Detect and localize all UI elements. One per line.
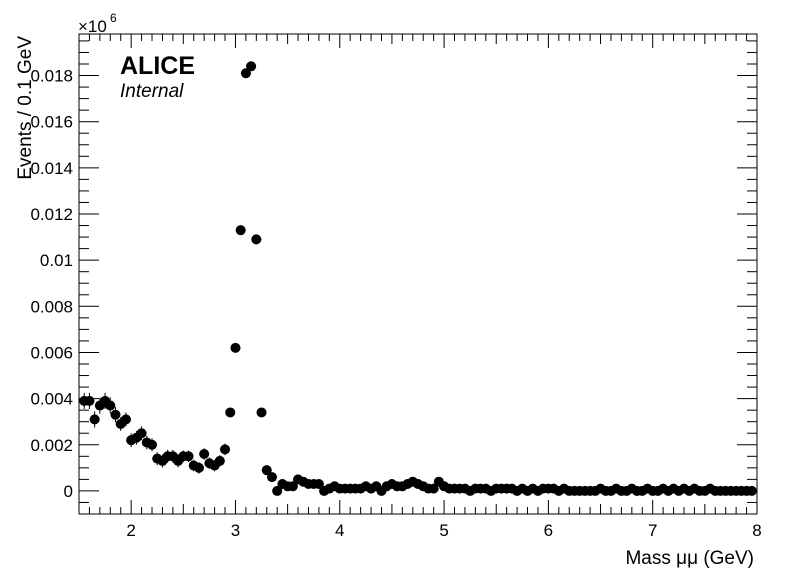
data-point bbox=[105, 400, 116, 411]
x-tick-label: 6 bbox=[544, 521, 553, 540]
data-point bbox=[287, 481, 298, 492]
experiment-label: ALICE bbox=[120, 52, 195, 80]
axis-ticks bbox=[78, 34, 758, 515]
x-tick-label: 8 bbox=[752, 521, 761, 540]
data-point bbox=[246, 61, 257, 72]
tick-labels: 2 3 4 5 6 7 8 0 0.002 0.004 0.006 0.008 0.01 0.012 0.0… bbox=[30, 67, 761, 540]
data-point bbox=[313, 479, 324, 489]
y-tick-label: 0.006 bbox=[30, 343, 73, 362]
data-point bbox=[84, 395, 95, 406]
data-point bbox=[428, 483, 439, 494]
data-point bbox=[225, 407, 236, 418]
data-point bbox=[235, 225, 246, 236]
data-point bbox=[89, 414, 100, 425]
plot-frame bbox=[78, 33, 758, 515]
data-point bbox=[183, 451, 194, 462]
data-points bbox=[79, 61, 757, 496]
data-point bbox=[261, 465, 272, 476]
x-axis-title: Mass μμ (GeV) bbox=[625, 548, 754, 569]
data-point bbox=[266, 472, 277, 483]
y-tick-label: 0.008 bbox=[30, 297, 73, 316]
data-point bbox=[240, 68, 251, 79]
y-tick-label: 0.014 bbox=[30, 159, 73, 178]
x-tick-label: 7 bbox=[648, 521, 657, 540]
data-point bbox=[110, 409, 121, 420]
y-tick-label: 0.012 bbox=[30, 205, 73, 224]
data-point bbox=[193, 462, 204, 473]
data-point bbox=[272, 485, 283, 496]
y-multiplier-exponent: 6 bbox=[110, 11, 117, 25]
data-point bbox=[214, 455, 225, 466]
y-tick-label: 0 bbox=[64, 482, 73, 501]
data-point bbox=[251, 234, 262, 245]
plot-border bbox=[78, 33, 758, 515]
y-tick-label: 0.018 bbox=[30, 67, 73, 86]
y-tick-label: 0.002 bbox=[30, 436, 73, 455]
y-tick-label: 0.01 bbox=[40, 251, 73, 270]
x-tick-label: 4 bbox=[335, 521, 344, 540]
data-point bbox=[230, 342, 241, 353]
x-tick-label: 5 bbox=[439, 521, 448, 540]
x-tick-label: 3 bbox=[231, 521, 240, 540]
data-point bbox=[136, 428, 147, 439]
y-axis-title: Events / 0.1 GeV bbox=[15, 36, 36, 180]
data-point bbox=[220, 444, 231, 455]
data-point bbox=[746, 485, 757, 496]
y-multiplier-base: ×10 bbox=[78, 17, 107, 36]
data-point bbox=[120, 414, 131, 425]
data-point bbox=[147, 439, 158, 450]
status-label: Internal bbox=[120, 81, 184, 102]
y-tick-label: 0.016 bbox=[30, 113, 73, 132]
x-tick-label: 2 bbox=[126, 521, 135, 540]
data-point bbox=[256, 407, 267, 418]
y-tick-label: 0.004 bbox=[30, 390, 73, 409]
data-point bbox=[199, 449, 210, 459]
